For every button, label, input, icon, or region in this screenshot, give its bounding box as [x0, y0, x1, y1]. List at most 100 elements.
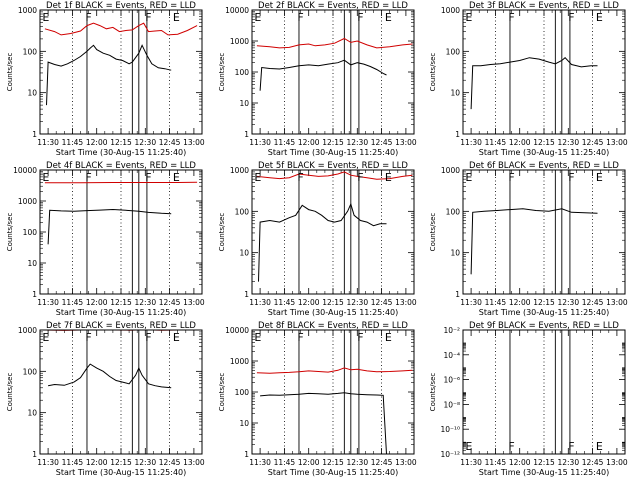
x-tick-label: 12:15	[322, 138, 344, 147]
x-tick-label: 12:45	[371, 458, 393, 467]
x-tick-label: 12:15	[110, 458, 132, 467]
detector-panel-8: Det 8f BLACK = Events, RED = LLD Counts/s…	[218, 321, 417, 477]
x-tick-label: 13:00	[395, 298, 417, 307]
x-tick-label: 11:30	[37, 138, 59, 147]
x-tick-label: 12:00	[509, 458, 531, 467]
event-marker-label: E	[42, 331, 49, 344]
x-tick-label: 11:45	[485, 458, 507, 467]
x-tick-label: 12:45	[159, 298, 181, 307]
x-tick-label: 12:00	[509, 138, 531, 147]
events-series-line	[258, 202, 387, 282]
x-tick-label: 12:00	[298, 458, 320, 467]
plot-frame	[251, 329, 415, 455]
event-marker-label: E	[173, 171, 180, 184]
x-tick-label: 12:15	[110, 298, 132, 307]
x-tick-label: 12:00	[86, 298, 108, 307]
y-tick-label: 100	[235, 388, 250, 397]
y-axis-label: Counts/sec	[6, 213, 14, 252]
x-tick-label: 11:45	[274, 298, 296, 307]
y-tick-label: 10	[27, 259, 37, 268]
y-tick-label: 100	[446, 207, 461, 216]
detector-panel-7: Det 7f BLACK = Events, RED = LLD Counts/s…	[6, 321, 205, 477]
events-series-line	[47, 208, 172, 245]
y-tick-label: 1	[244, 290, 249, 299]
x-tick-label: 12:45	[371, 298, 393, 307]
y-tick-label: 10	[239, 99, 249, 108]
y-tick-label: 1	[32, 130, 37, 139]
x-tick-label: 11:45	[485, 298, 507, 307]
x-tick-label: 12:45	[159, 458, 181, 467]
panel-title: Det 1f BLACK = Events, RED = LLD	[46, 1, 196, 11]
y-tick-label: 10	[450, 89, 460, 98]
x-tick-label: 12:00	[86, 138, 108, 147]
detector-panel-9: Det 9f BLACK = Events, RED = LLD Counts/s…	[429, 321, 628, 477]
x-tick-label: 13:00	[606, 458, 628, 467]
y-axis-label: Counts/sec	[429, 53, 437, 92]
lld-series-line	[44, 22, 198, 36]
detector-panel-1: Det 1f BLACK = Events, RED = LLD Counts/s…	[6, 1, 205, 157]
events-series-line	[470, 57, 598, 110]
x-tick-label: 12:30	[346, 138, 368, 147]
y-tick-label: 10	[239, 249, 249, 258]
y-tick-label: 1000	[230, 37, 249, 46]
x-axis-label: Start Time (30-Aug-15 11:25:40)	[479, 148, 610, 157]
detector-panel-2: Det 2f BLACK = Events, RED = LLD Counts/s…	[218, 1, 417, 157]
x-tick-label: 12:45	[582, 298, 604, 307]
y-tick-label: 10⁻¹⁰	[440, 425, 460, 434]
plot-frame	[462, 169, 626, 295]
event-marker-label: F	[508, 171, 514, 184]
x-axis-label: Start Time (30-Aug-15 11:25:40)	[56, 148, 187, 157]
panel-title: Det 6f BLACK = Events, RED = LLD	[469, 161, 619, 171]
x-tick-label: 12:30	[346, 458, 368, 467]
events-series-line	[46, 44, 172, 106]
y-axis-label: Counts/sec	[218, 213, 226, 252]
y-tick-label: 1000	[18, 326, 37, 335]
event-marker-label: E	[465, 11, 472, 24]
x-tick-label: 13:00	[183, 458, 205, 467]
event-marker-label: F	[508, 11, 514, 24]
plot-frame	[462, 9, 626, 135]
plot-frame	[251, 9, 415, 135]
panel-title: Det 7f BLACK = Events, RED = LLD	[46, 321, 196, 331]
plot-frame	[251, 169, 415, 295]
x-axis-label: Start Time (30-Aug-15 11:25:40)	[479, 308, 610, 317]
x-tick-label: 11:45	[274, 458, 296, 467]
x-tick-label: 12:15	[533, 138, 555, 147]
event-marker-label: F	[145, 171, 151, 184]
panel-title: Det 9f BLACK = Events, RED = LLD	[469, 321, 619, 331]
y-tick-label: 10⁻⁴	[443, 351, 460, 360]
x-tick-label: 11:45	[485, 138, 507, 147]
y-tick-label: 10⁻¹²	[440, 450, 460, 459]
events-series-line	[260, 392, 387, 454]
x-tick-label: 13:00	[606, 298, 628, 307]
y-tick-label: 1	[455, 290, 460, 299]
event-marker-label: F	[508, 440, 514, 453]
y-tick-label: 10	[239, 419, 249, 428]
x-tick-label: 12:45	[582, 138, 604, 147]
event-marker-label: E	[385, 171, 392, 184]
y-tick-label: 1000	[230, 166, 249, 175]
y-tick-label: 10	[27, 409, 37, 418]
plot-frame	[462, 329, 626, 455]
event-marker-label: E	[173, 11, 180, 24]
event-marker-label: F	[357, 11, 363, 24]
y-tick-label: 1	[32, 450, 37, 459]
y-axis-label: Counts/sec	[429, 213, 437, 252]
lld-series-line	[256, 367, 413, 374]
event-marker-label: E	[254, 11, 261, 24]
y-tick-label: 100	[235, 68, 250, 77]
panel-title: Det 5f BLACK = Events, RED = LLD	[258, 161, 408, 171]
y-tick-label: 1000	[230, 357, 249, 366]
event-marker-label: F	[85, 11, 91, 24]
x-tick-label: 11:45	[62, 138, 84, 147]
x-tick-label: 12:30	[134, 298, 156, 307]
event-marker-label: F	[145, 11, 151, 24]
y-tick-label: 10	[450, 249, 460, 258]
y-tick-label: 10⁻⁶	[443, 376, 460, 385]
event-marker-label: E	[596, 11, 603, 24]
event-marker-label: F	[357, 171, 363, 184]
lld-series-line	[256, 171, 413, 180]
detector-panel-5: Det 5f BLACK = Events, RED = LLD Counts/s…	[218, 161, 417, 317]
panel-title: Det 8f BLACK = Events, RED = LLD	[258, 321, 408, 331]
